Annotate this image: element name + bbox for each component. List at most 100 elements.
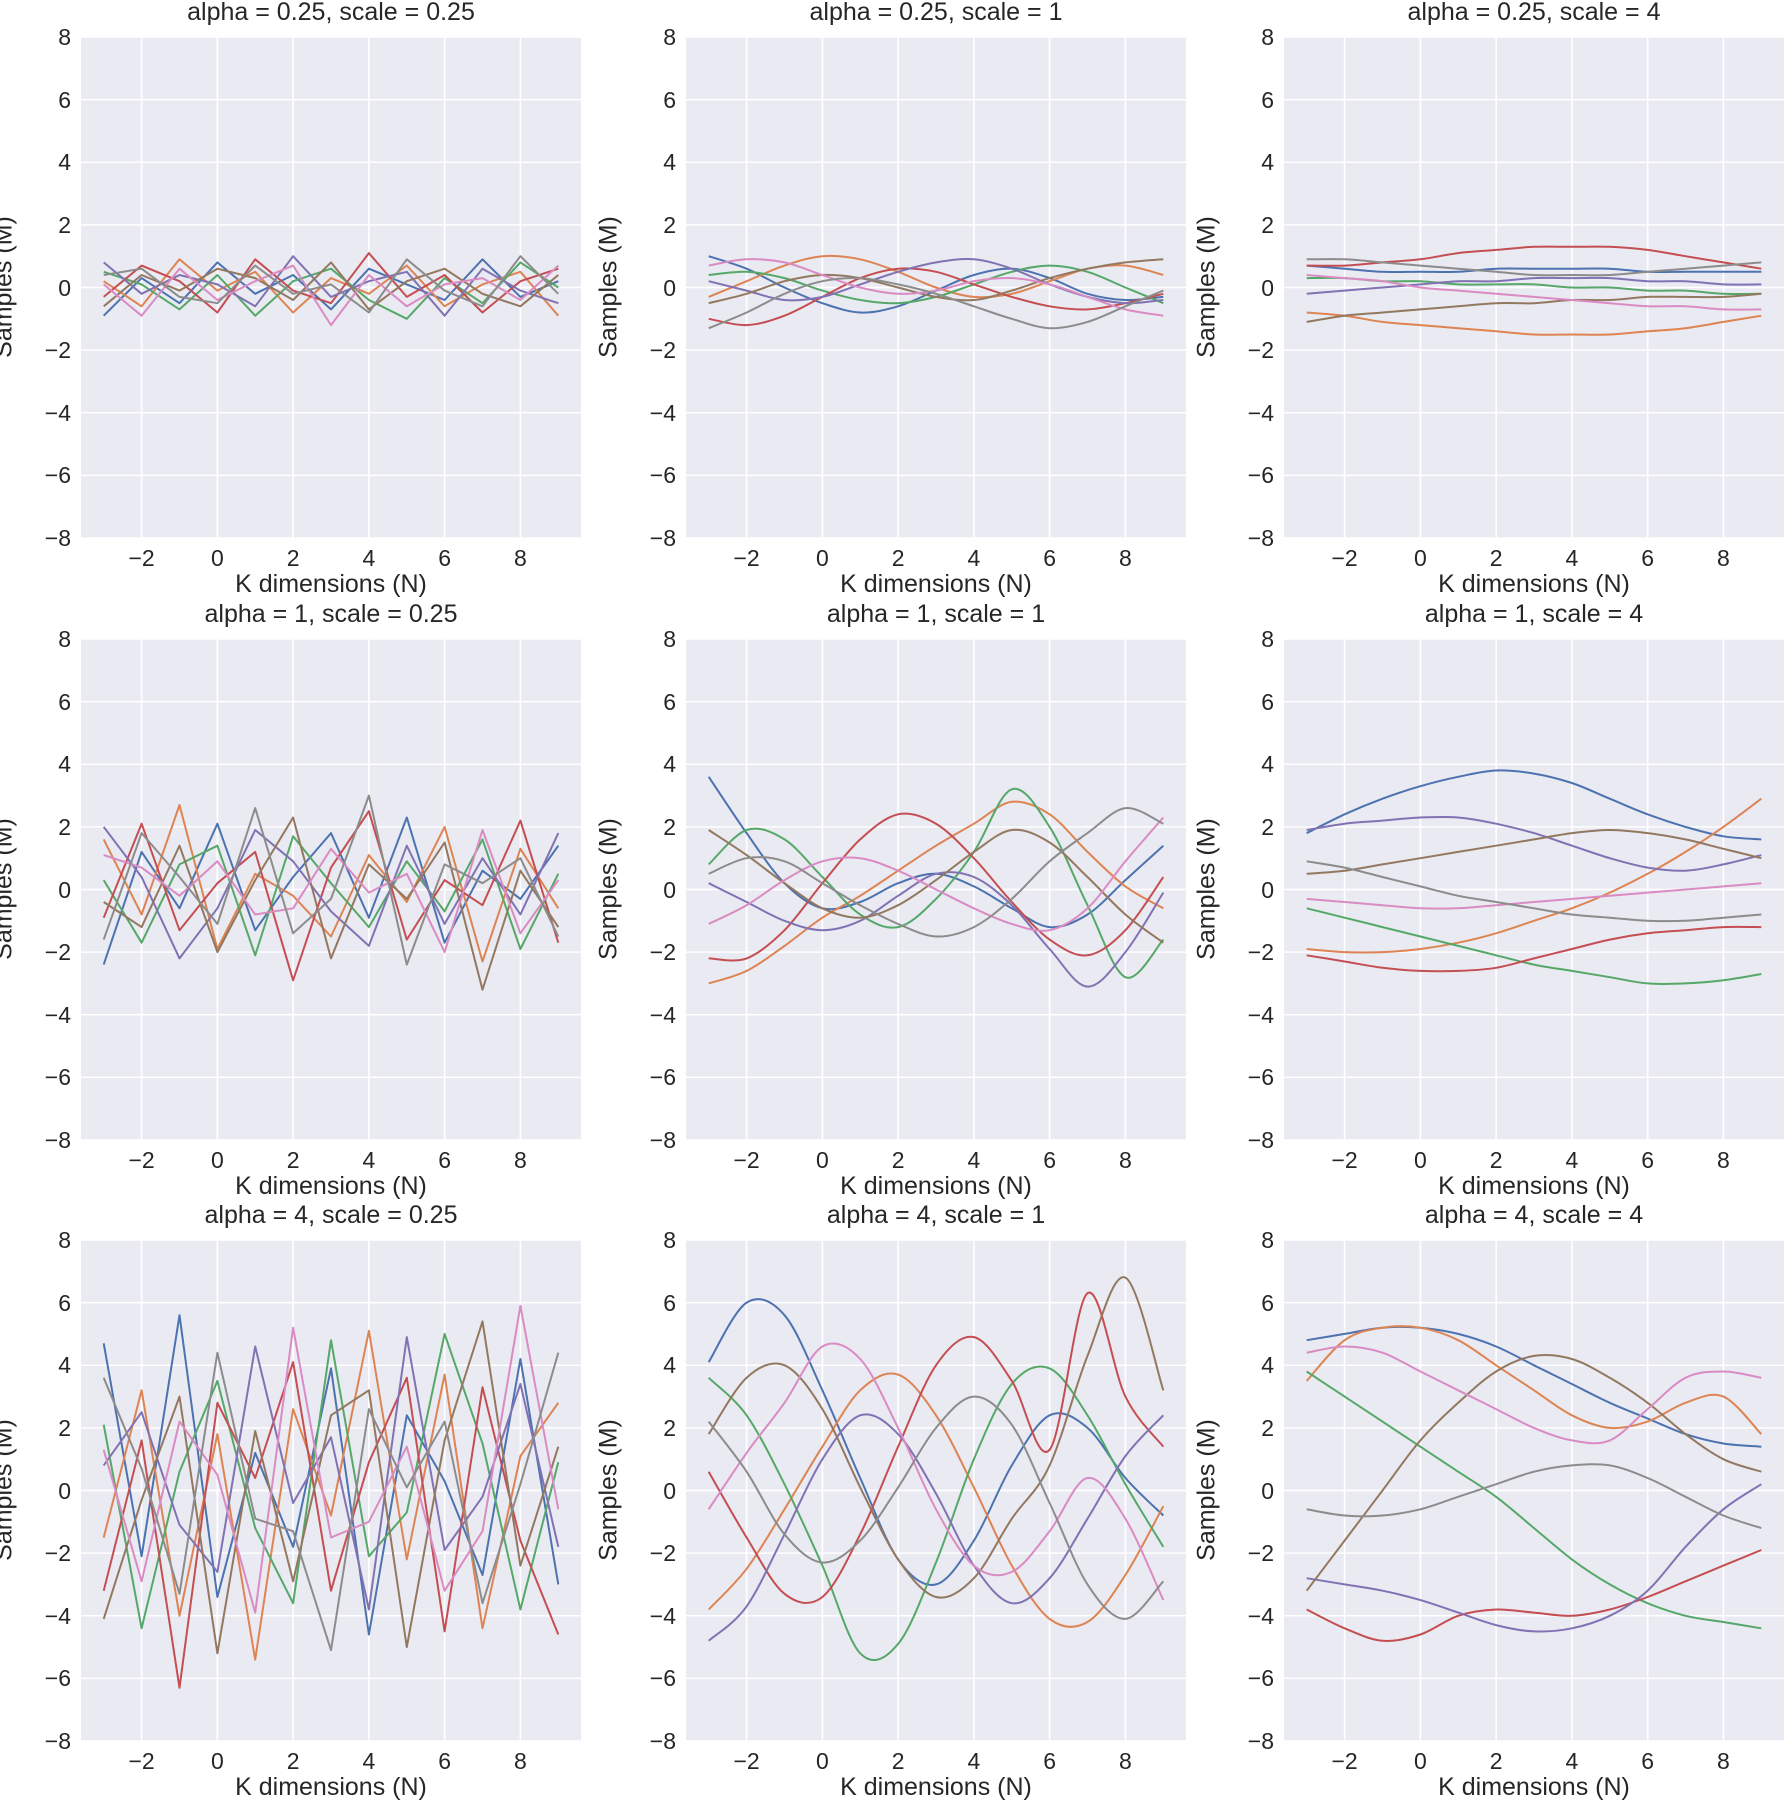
x-tick-label: 6 — [1043, 1147, 1057, 1173]
sample-line — [103, 261, 559, 320]
sample-line — [707, 1276, 1165, 1599]
x-tick-label: 8 — [1716, 1147, 1730, 1173]
sample-line — [1306, 1345, 1762, 1445]
x-tick-label: 0 — [815, 545, 829, 571]
sample-line — [103, 829, 560, 954]
x-tick-label: −2 — [1331, 1147, 1358, 1173]
sample-line — [1306, 276, 1762, 295]
y-tick-label: −6 — [44, 1665, 71, 1692]
plot-area — [81, 1240, 581, 1741]
plot-area — [1284, 37, 1784, 538]
y-tick-label: 2 — [1261, 211, 1274, 238]
y-tick-label: 4 — [58, 1352, 71, 1379]
y-tick-label: 8 — [58, 1227, 71, 1253]
sample-line — [1306, 925, 1762, 973]
x-tick-label: 8 — [513, 1748, 527, 1774]
x-tick-label: 2 — [891, 1147, 905, 1173]
y-tick-label: 8 — [1261, 1227, 1274, 1253]
subplot-title: alpha = 0.25, scale = 4 — [1407, 0, 1661, 26]
sample-line — [708, 258, 1164, 317]
y-tick-label: 6 — [1261, 86, 1274, 113]
y-tick-label: 4 — [1261, 149, 1274, 176]
y-tick-label: 6 — [1261, 688, 1274, 715]
y-tick-label: −4 — [649, 399, 676, 426]
y-tick-label: −2 — [649, 1540, 676, 1567]
subplot-title: alpha = 4, scale = 4 — [1424, 1201, 1644, 1229]
sample-line — [707, 1342, 1165, 1601]
sample-line — [103, 255, 560, 314]
sample-line — [103, 264, 559, 327]
sample-line — [1306, 860, 1762, 923]
y-tick-label: −6 — [44, 462, 71, 489]
y-tick-label: −4 — [649, 1001, 676, 1028]
x-axis-label: K dimensions (N) — [840, 1773, 1032, 1801]
y-tick-label: 6 — [663, 1289, 676, 1316]
y-tick-label: 4 — [58, 149, 71, 176]
x-tick-label: 8 — [1716, 1748, 1730, 1774]
x-tick-label: −2 — [733, 545, 760, 571]
subplot: alpha = 1, scale = 1 K dimensions (N) Samp… — [595, 600, 1186, 1200]
subplot-title: alpha = 1, scale = 0.25 — [204, 600, 458, 628]
sample-line — [707, 1395, 1165, 1620]
y-tick-label: 8 — [663, 1227, 676, 1253]
y-tick-label: 8 — [663, 626, 676, 652]
sample-line — [1306, 882, 1762, 910]
y-tick-label: 8 — [1261, 626, 1274, 652]
sample-line — [102, 804, 560, 963]
y-axis-label: Samples (M) — [1192, 818, 1221, 960]
x-tick-label: 4 — [967, 1748, 981, 1774]
y-tick-label: −8 — [44, 1728, 71, 1754]
x-axis-label: K dimensions (N) — [235, 1172, 427, 1200]
y-tick-label: 8 — [58, 626, 71, 652]
y-axis-label: Samples (M) — [0, 818, 18, 960]
subplot-title: alpha = 4, scale = 1 — [826, 1201, 1046, 1229]
plot-area — [1284, 1240, 1784, 1741]
sample-line — [103, 261, 559, 311]
subplot-title: alpha = 0.25, scale = 0.25 — [187, 0, 475, 26]
x-tick-label: 0 — [1413, 545, 1427, 571]
sample-line — [102, 1332, 560, 1630]
x-tick-label: 6 — [1043, 1748, 1057, 1774]
sample-line — [102, 1320, 560, 1655]
x-tick-label: −2 — [1331, 1748, 1358, 1774]
x-tick-label: 0 — [210, 1147, 224, 1173]
y-tick-label: 4 — [58, 751, 71, 778]
y-tick-label: 2 — [663, 211, 676, 238]
y-tick-label: 6 — [58, 688, 71, 715]
y-tick-label: −8 — [1247, 1728, 1274, 1754]
sample-line — [102, 1329, 560, 1661]
x-tick-label: 4 — [967, 1147, 981, 1173]
x-axis-label: K dimensions (N) — [840, 570, 1032, 598]
sample-line — [1306, 815, 1762, 872]
x-tick-label: 0 — [210, 545, 224, 571]
subplot: alpha = 0.25, scale = 4 K dimensions (N) S… — [1193, 0, 1784, 598]
plot-area — [686, 639, 1186, 1140]
y-axis-label: Samples (M) — [0, 1419, 18, 1561]
x-tick-label: 8 — [1716, 545, 1730, 571]
y-tick-label: −6 — [649, 462, 676, 489]
y-tick-label: 2 — [58, 1414, 71, 1441]
x-tick-label: 8 — [1118, 1748, 1132, 1774]
subplot: alpha = 0.25, scale = 1 K dimensions (N) S… — [595, 0, 1186, 598]
subplot: alpha = 1, scale = 4 K dimensions (N) Samp… — [1193, 600, 1784, 1200]
y-tick-label: 2 — [1261, 813, 1274, 840]
subplot-title: alpha = 4, scale = 0.25 — [204, 1201, 458, 1229]
sample-line — [708, 871, 1165, 988]
sample-line — [102, 1361, 560, 1689]
y-tick-label: −4 — [44, 1602, 71, 1629]
x-tick-label: −2 — [733, 1748, 760, 1774]
sample-line — [1306, 1370, 1762, 1630]
plot-area — [686, 37, 1186, 538]
y-tick-label: −2 — [44, 939, 71, 966]
y-tick-label: −2 — [649, 337, 676, 364]
x-tick-label: 6 — [1641, 1147, 1655, 1173]
y-tick-label: −4 — [649, 1602, 676, 1629]
x-tick-label: −2 — [128, 1147, 155, 1173]
y-tick-label: 2 — [1261, 1414, 1274, 1441]
y-tick-label: 0 — [1261, 274, 1274, 301]
sample-line — [1305, 1325, 1763, 1435]
sample-line — [1306, 274, 1762, 311]
y-tick-label: 0 — [58, 1477, 71, 1504]
subplot: alpha = 1, scale = 0.25 K dimensions (N) S… — [0, 600, 581, 1200]
y-tick-label: −6 — [649, 1064, 676, 1091]
